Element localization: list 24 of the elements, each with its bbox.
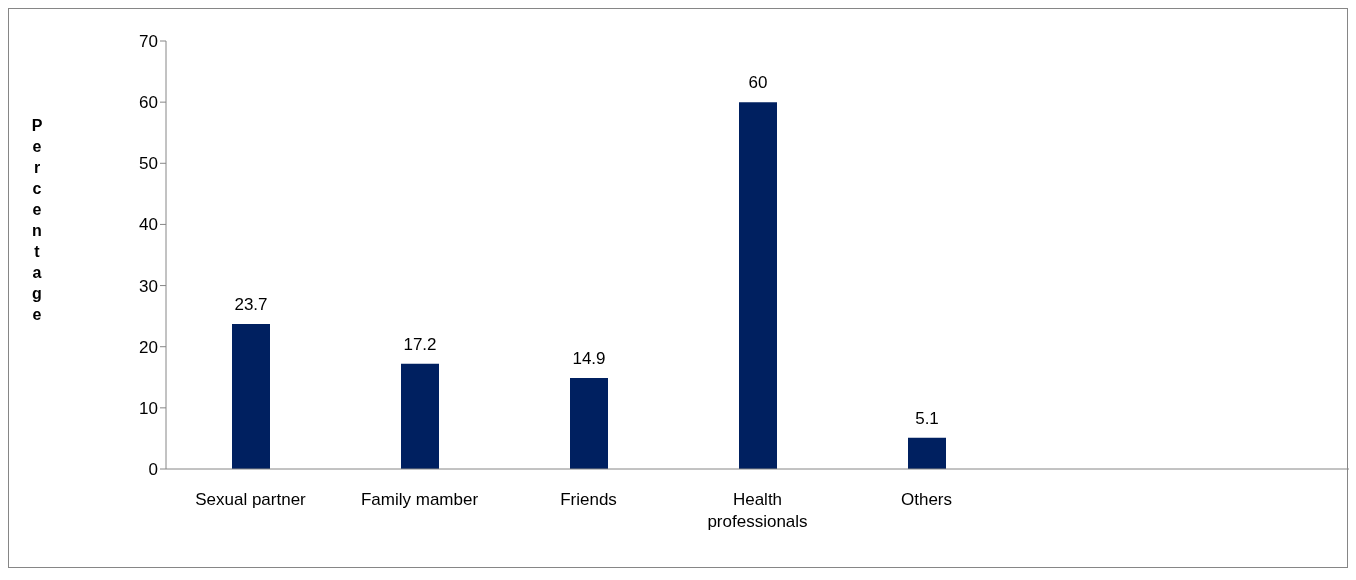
x-tick-label: Sexual partner bbox=[195, 490, 307, 509]
x-tick-label: Others bbox=[900, 490, 953, 509]
y-tick-label: 60 bbox=[139, 93, 158, 113]
y-tick-label: 20 bbox=[139, 337, 158, 357]
y-tick-label: 0 bbox=[148, 460, 158, 480]
x-tick-label: Friends bbox=[560, 490, 617, 509]
data-label: 5.1 bbox=[915, 408, 939, 428]
y-tick-label: 40 bbox=[139, 215, 158, 235]
data-label: 60 bbox=[748, 73, 768, 93]
x-tick-label: Health professionals bbox=[707, 490, 808, 531]
x-tick-label: Family mamber bbox=[360, 490, 479, 509]
data-label: 17.2 bbox=[403, 334, 437, 354]
data-label: 23.7 bbox=[234, 295, 268, 315]
data-label: 14.9 bbox=[572, 348, 606, 368]
bar bbox=[232, 324, 270, 469]
y-tick-label: 10 bbox=[139, 398, 158, 418]
bar bbox=[739, 102, 777, 469]
bar bbox=[570, 377, 608, 469]
bar bbox=[908, 437, 946, 469]
y-tick-label: 30 bbox=[139, 276, 158, 296]
y-tick-label: 50 bbox=[139, 154, 158, 174]
y-tick-label: 70 bbox=[139, 32, 158, 52]
bar bbox=[401, 363, 439, 469]
text: Percentage bbox=[31, 116, 43, 323]
